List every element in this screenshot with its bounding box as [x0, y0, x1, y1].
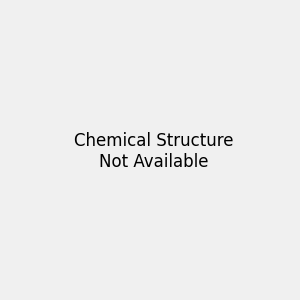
- Text: Chemical Structure
Not Available: Chemical Structure Not Available: [74, 132, 233, 171]
